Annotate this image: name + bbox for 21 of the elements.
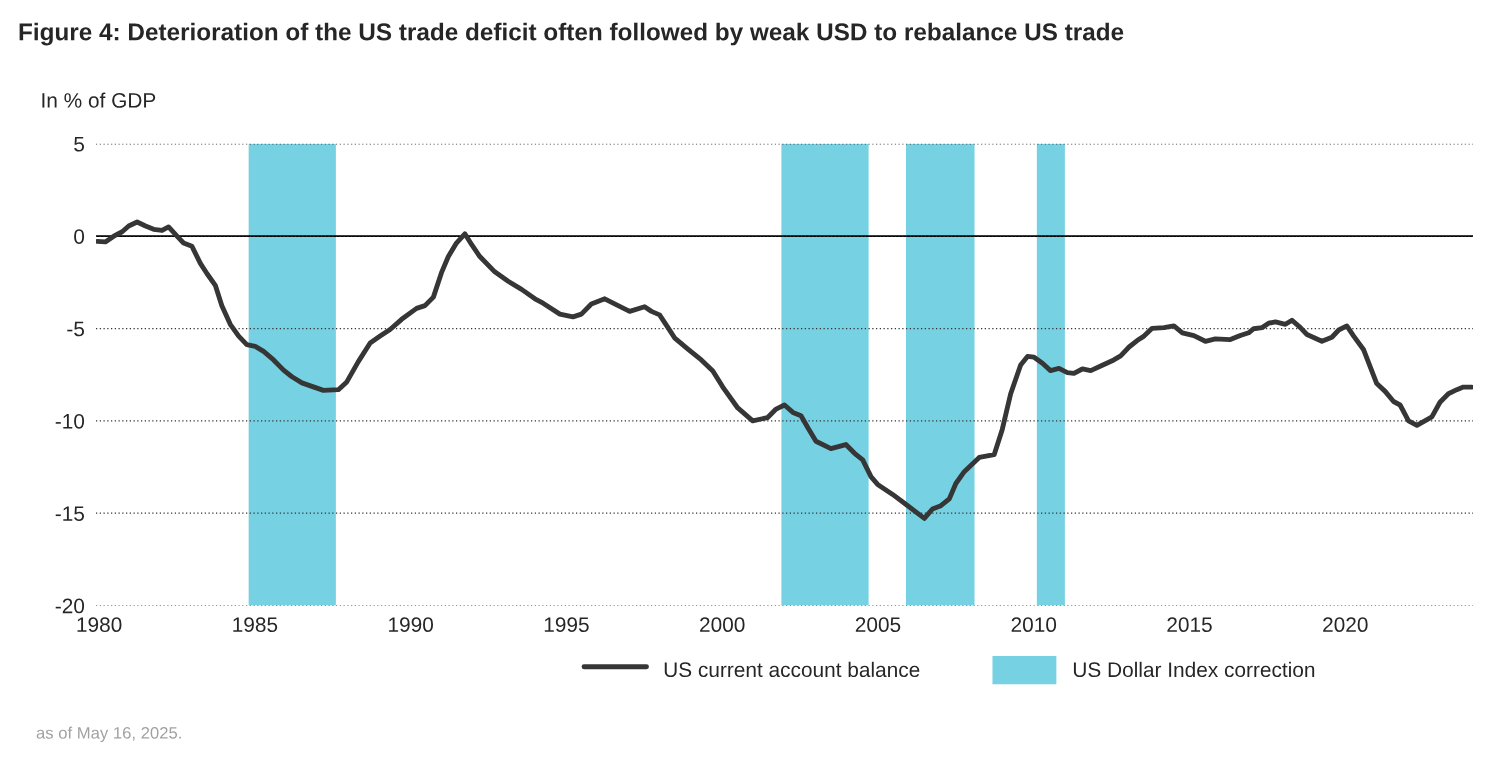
x-tick-label: 1990: [389, 617, 434, 633]
text: as of May 16, 2025.: [36, 726, 181, 743]
x-tick-label: 1985: [233, 617, 278, 633]
y-tick-label: -15: [55, 506, 85, 521]
y-tick-label: -20: [55, 598, 85, 614]
y-tick-label: 0: [74, 229, 85, 244]
x-tick-label: 2015: [1167, 617, 1212, 633]
x-tick-label: 2010: [1011, 617, 1057, 633]
legend-label: US current account balance: [664, 661, 920, 678]
line-series: [96, 219, 1473, 521]
x-tick-label: 2005: [855, 617, 901, 633]
y-tick-label: 5: [74, 137, 85, 152]
legend-label: US Dollar Index correction: [1073, 661, 1315, 678]
x-tick-label: 1980: [77, 617, 122, 633]
chart-title: Figure 4: Deterioration of the US trade deficit often followed by weak USD to rebalance US trade: [19, 22, 1124, 46]
y-axis-title: In % of GDP: [42, 92, 156, 108]
x-tick-label: 2000: [700, 617, 745, 633]
x-tick-label: 1995: [544, 617, 589, 633]
y-tick-label: -10: [55, 413, 85, 429]
y-tick-label: -5: [67, 321, 85, 337]
x-tick-label: 2020: [1323, 617, 1368, 633]
